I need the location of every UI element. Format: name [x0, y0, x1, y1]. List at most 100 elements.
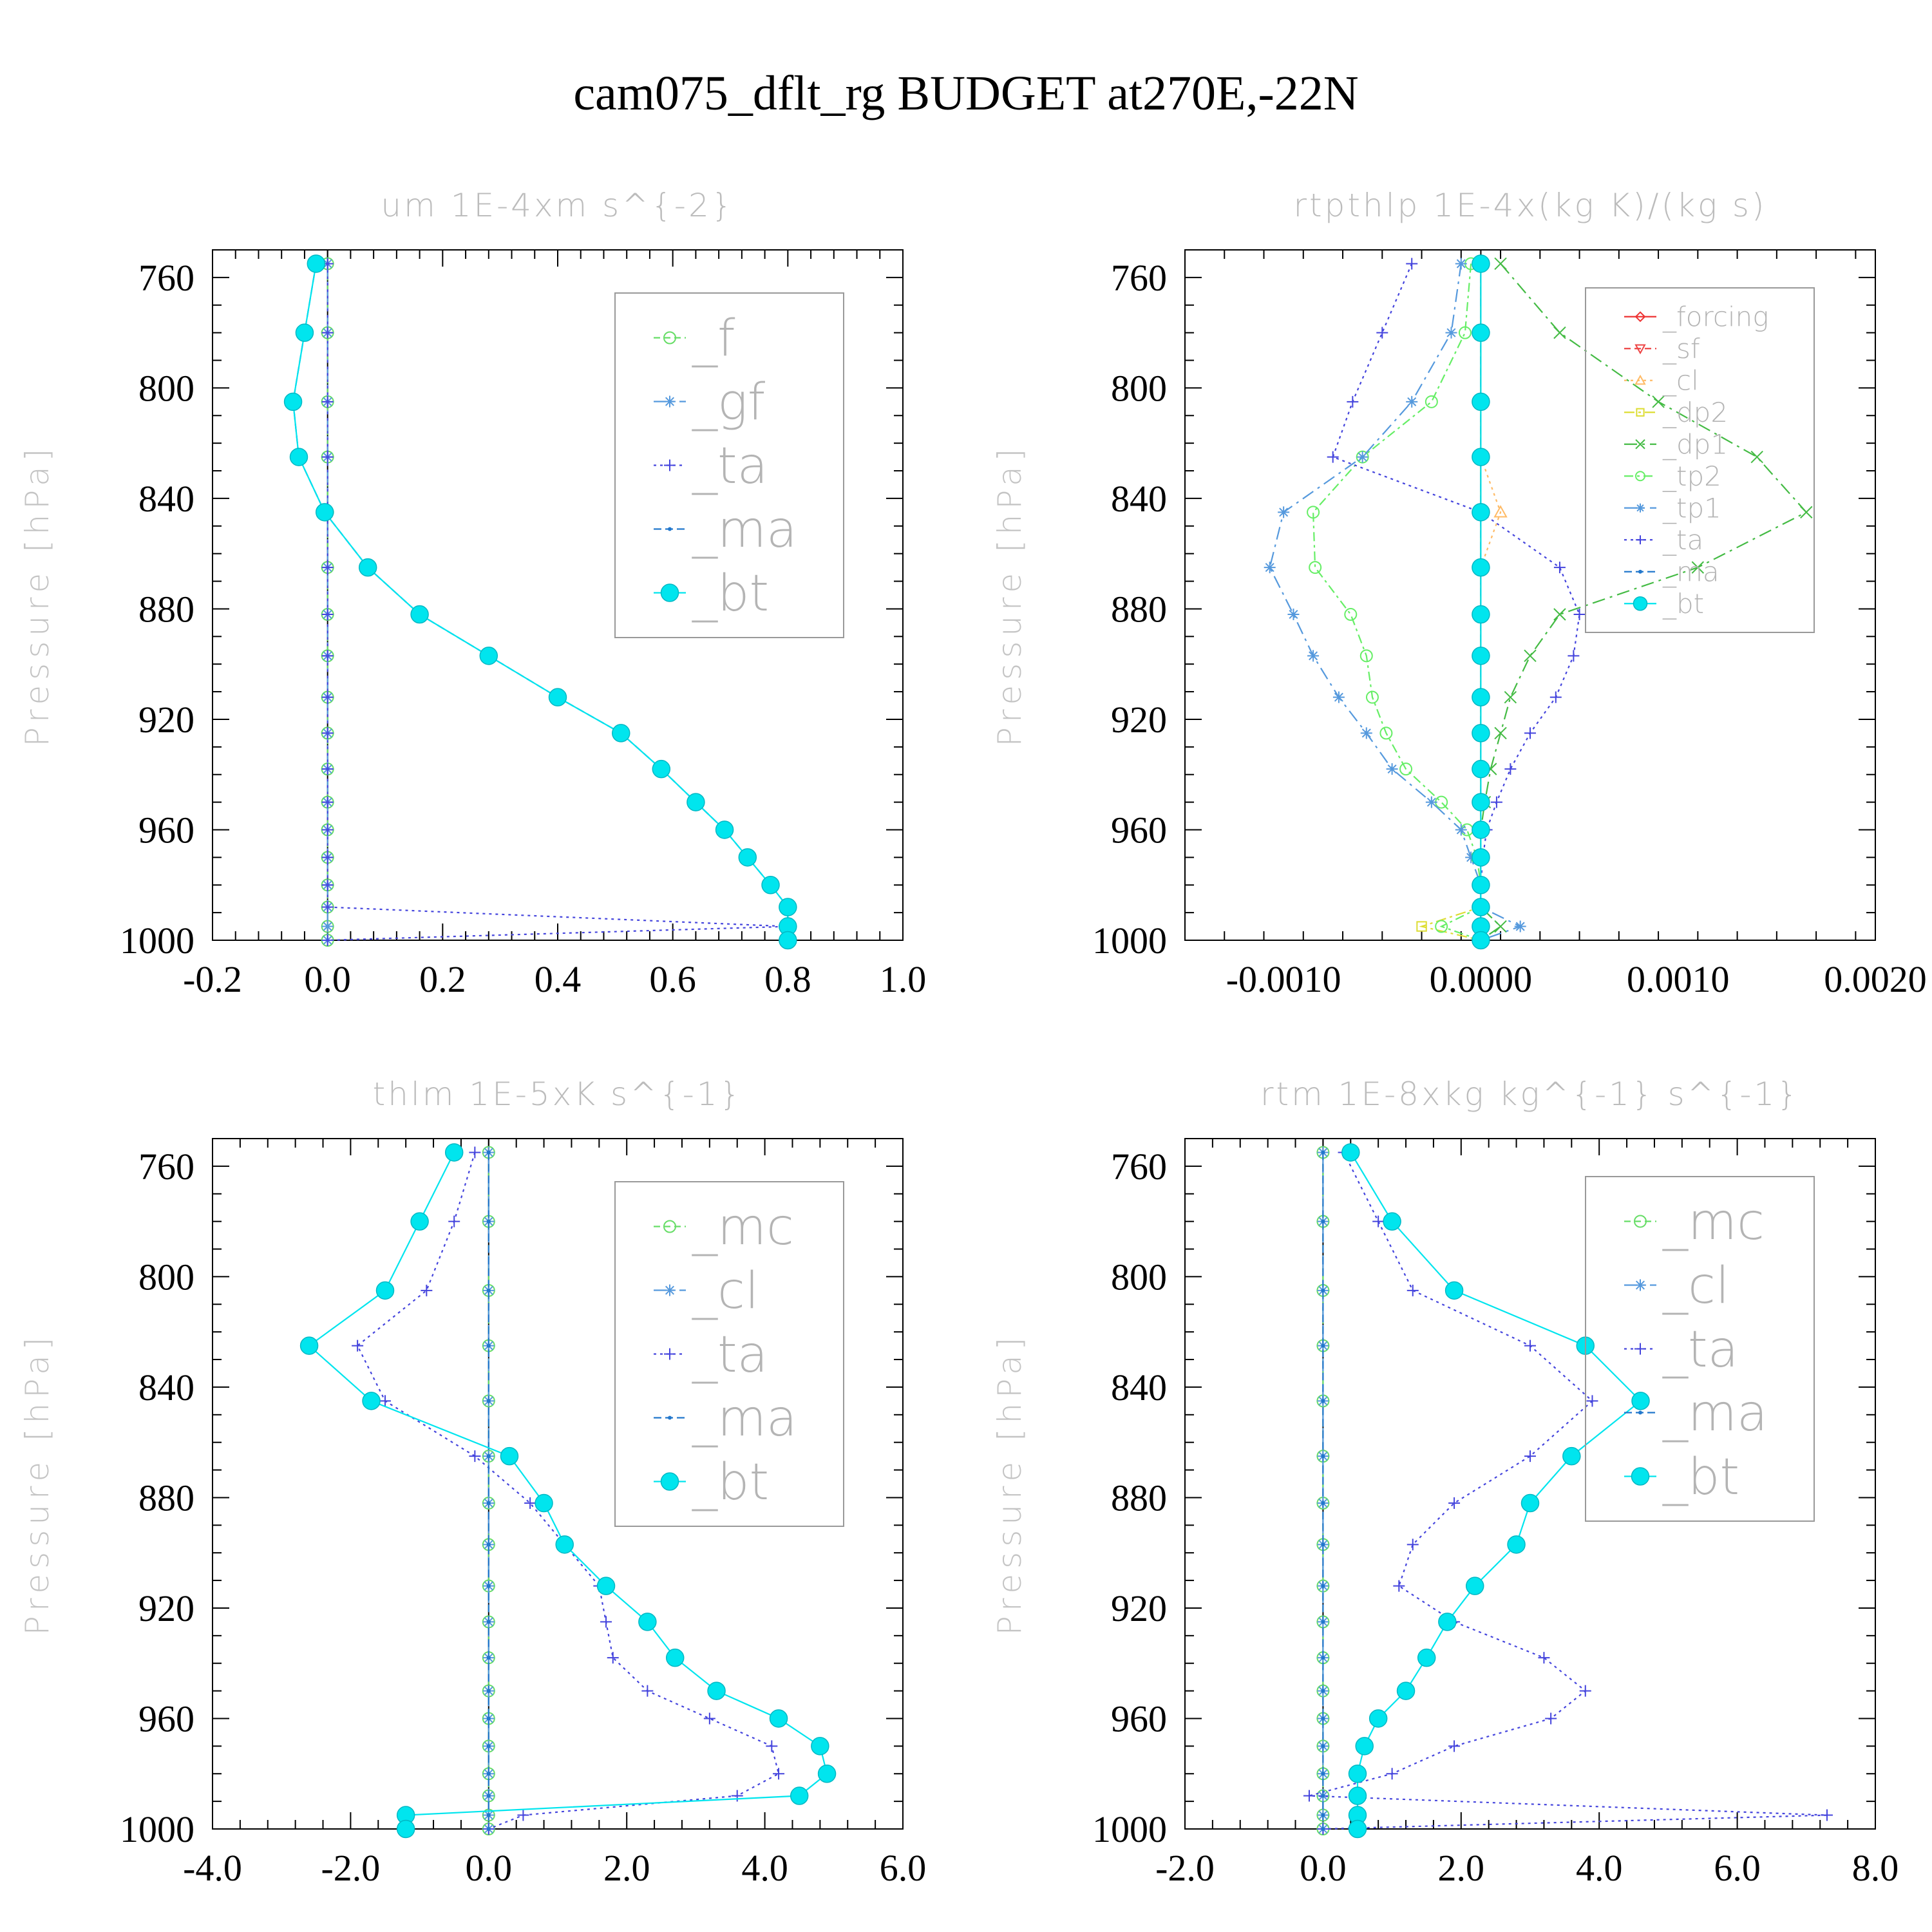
y-tick-label: 840 — [138, 478, 194, 520]
legend-item: _dp2 — [1624, 397, 1728, 428]
data-point — [1472, 793, 1490, 811]
data-point — [486, 1744, 491, 1748]
data-point — [479, 647, 498, 665]
legend-swatch-marker — [664, 1348, 676, 1360]
data-point — [321, 901, 334, 913]
data-point — [321, 691, 334, 703]
data-point — [687, 793, 705, 811]
y-tick-label: 920 — [138, 1587, 194, 1629]
plot-frame — [1184, 1138, 1876, 1830]
data-point — [1465, 851, 1477, 864]
legend-item: _tp1 — [1624, 492, 1721, 524]
data-point — [1652, 395, 1665, 408]
y-tick-label: 960 — [138, 1698, 194, 1739]
legend-item: _ma — [654, 1390, 797, 1448]
y-axis-label: Pressure [hPa] — [991, 1332, 1028, 1636]
y-tick-label: 960 — [1111, 809, 1167, 851]
legend-swatch-marker — [1636, 503, 1645, 513]
legend-item: _ta — [654, 1326, 768, 1384]
legend-box — [1585, 287, 1815, 633]
data-point — [1321, 1620, 1325, 1624]
data-point — [1264, 562, 1276, 574]
y-tick-label: 960 — [1111, 1698, 1167, 1739]
data-point — [1307, 650, 1320, 662]
legend-item: _dp1 — [1624, 428, 1728, 460]
data-point — [1562, 1446, 1581, 1466]
data-point — [1344, 608, 1358, 621]
legend-swatch-marker — [660, 583, 679, 602]
data-point — [1347, 395, 1359, 408]
data-point — [1406, 1284, 1419, 1296]
legend-item: _tp2 — [1624, 460, 1721, 492]
legend-label: _gf — [692, 374, 766, 431]
legend-swatch-marker — [1638, 1410, 1642, 1415]
data-point — [1691, 561, 1705, 574]
data-point — [1524, 649, 1537, 663]
data-point — [321, 763, 334, 775]
legend-label: _ma — [692, 1390, 797, 1448]
legend-item: _sf — [1624, 333, 1700, 365]
data-point — [1553, 608, 1566, 621]
data-point — [1493, 505, 1508, 518]
legend-item: _ta — [654, 437, 768, 495]
data-point — [769, 1709, 788, 1728]
legend-item: _f — [654, 310, 735, 368]
data-point — [1800, 506, 1813, 519]
chart-panel-4: rtm 1E-8xkg kg^{-1} s^{-1} Pressure [hPa]… — [991, 1075, 1899, 1889]
data-point — [1472, 820, 1490, 839]
data-point — [321, 727, 334, 739]
legend-swatch-marker — [1638, 569, 1642, 574]
x-tick-label: 6.0 — [1714, 1847, 1761, 1889]
data-point — [1321, 1501, 1325, 1506]
data-point — [321, 451, 334, 463]
legend-swatch-marker — [663, 1220, 676, 1233]
data-point — [1435, 920, 1448, 933]
y-tick-label: 920 — [1111, 699, 1167, 741]
x-tick-label: 4.0 — [1576, 1847, 1623, 1889]
data-point — [321, 327, 334, 339]
data-point — [1504, 690, 1517, 704]
chart-panels: um 1E-4xm s^{-2} Pressure [hPa] 760 800 840 8… — [19, 187, 1927, 1889]
x-tick-label: -4.0 — [183, 1847, 242, 1889]
x-tick-label: -0.2 — [183, 958, 242, 1000]
data-point — [1631, 1392, 1650, 1410]
legend-label: _ta — [1662, 1321, 1738, 1379]
legend-swatch-marker — [1633, 596, 1648, 611]
y-tick-label: 800 — [138, 1256, 194, 1298]
legend: _mc_cl_ta_ma_bt — [1585, 1176, 1815, 1522]
data-point — [486, 1343, 491, 1348]
data-point — [1750, 450, 1763, 464]
data-point — [283, 392, 303, 412]
y-axis-label: Pressure [hPa] — [19, 444, 56, 747]
data-point — [486, 1219, 491, 1224]
y-tick-label: 760 — [138, 1146, 194, 1188]
data-point — [362, 1392, 381, 1410]
legend-label: _bt — [1662, 588, 1704, 620]
data-point — [1490, 796, 1502, 808]
data-point — [1472, 503, 1490, 522]
data-point — [1472, 724, 1490, 743]
data-point — [1472, 448, 1490, 466]
legend-item: _bt — [654, 565, 769, 623]
data-point — [1472, 875, 1490, 895]
data-point — [486, 1827, 491, 1831]
legend-swatch-marker — [664, 395, 676, 408]
data-point — [486, 1689, 491, 1693]
data-point — [486, 1399, 491, 1403]
data-point — [1321, 1584, 1325, 1588]
data-point — [1365, 690, 1379, 704]
y-tick-label: 840 — [1111, 478, 1167, 520]
x-tick-label: -2.0 — [1155, 1847, 1215, 1889]
data-point — [779, 898, 797, 916]
legend: _forcing_sf_cl_dp2_dp1_tp2_tp1_ta_ma_bt — [1585, 287, 1815, 633]
data-point — [1348, 1786, 1367, 1805]
x-tick-label: -0.0010 — [1226, 958, 1341, 1000]
data-point — [1472, 647, 1490, 665]
legend: _mc_cl_ta_ma_bt — [614, 1181, 844, 1527]
legend-swatch-marker — [1634, 311, 1646, 323]
data-point — [321, 879, 334, 891]
data-point — [1472, 848, 1490, 867]
x-tick-label: 0.0 — [1300, 1847, 1347, 1889]
legend-label: _cl — [692, 1262, 759, 1320]
